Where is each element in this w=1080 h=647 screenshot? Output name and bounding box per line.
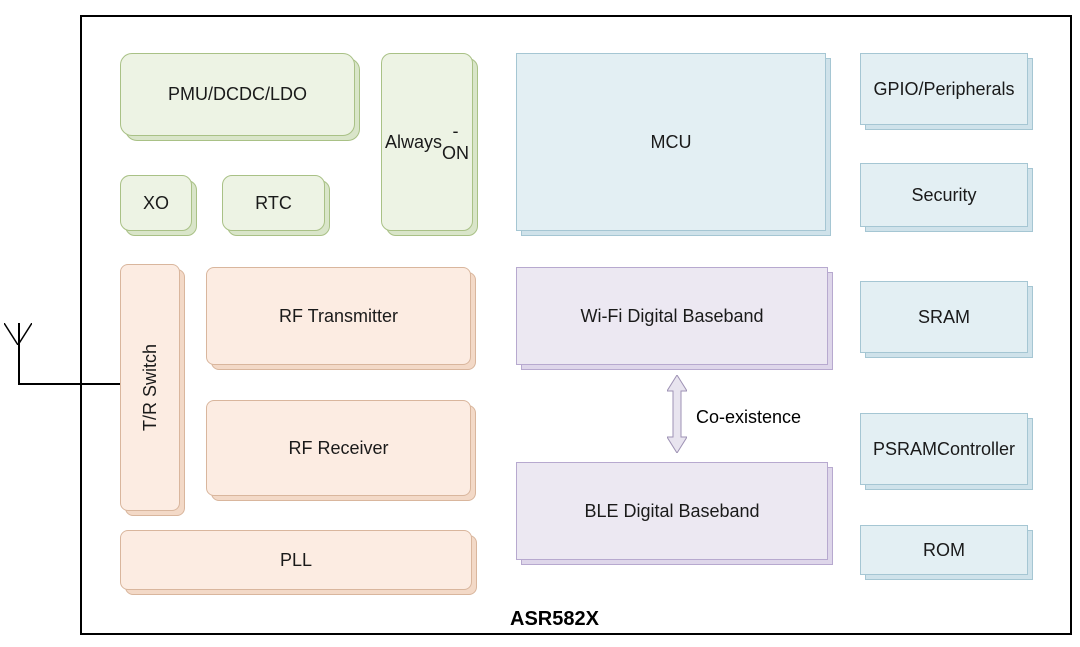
block-label-psram: PSRAMController [860,413,1028,485]
block-mcu: MCU [516,53,826,231]
block-label-tr-switch: T/R Switch [120,264,180,511]
block-label-pmu: PMU/DCDC/LDO [120,53,355,136]
antenna-feedline [18,383,120,385]
diagram-stage: PMU/DCDC/LDO XO RTC Always-ON MCU GPIO/Periph… [0,0,1080,647]
block-rtc: RTC [222,175,325,231]
coexistence-label: Co-existence [696,407,801,428]
chip-title: ASR582X [510,608,599,631]
block-security: Security [860,163,1028,227]
block-rom: ROM [860,525,1028,575]
block-always-on: Always-ON [381,53,473,231]
block-label-always-on: Always-ON [381,53,473,231]
coexistence-arrow-icon [667,375,687,453]
block-label-wifi-bb: Wi-Fi Digital Baseband [516,267,828,365]
block-pmu: PMU/DCDC/LDO [120,53,355,136]
block-label-security: Security [860,163,1028,227]
block-rf-rx: RF Receiver [206,400,471,496]
block-tr-switch: T/R Switch [120,264,180,511]
block-psram: PSRAMController [860,413,1028,485]
block-label-rtc: RTC [222,175,325,231]
block-gpio: GPIO/Peripherals [860,53,1028,125]
block-label-rf-tx: RF Transmitter [206,267,471,365]
block-sram: SRAM [860,281,1028,353]
block-label-mcu: MCU [516,53,826,231]
block-xo: XO [120,175,192,231]
block-label-rf-rx: RF Receiver [206,400,471,496]
block-label-rom: ROM [860,525,1028,575]
antenna-stem [18,323,20,383]
block-label-sram: SRAM [860,281,1028,353]
block-rf-tx: RF Transmitter [206,267,471,365]
block-pll: PLL [120,530,472,590]
block-label-ble-bb: BLE Digital Baseband [516,462,828,560]
block-ble-bb: BLE Digital Baseband [516,462,828,560]
block-label-xo: XO [120,175,192,231]
block-label-gpio: GPIO/Peripherals [860,53,1028,125]
block-wifi-bb: Wi-Fi Digital Baseband [516,267,828,365]
block-label-pll: PLL [120,530,472,590]
